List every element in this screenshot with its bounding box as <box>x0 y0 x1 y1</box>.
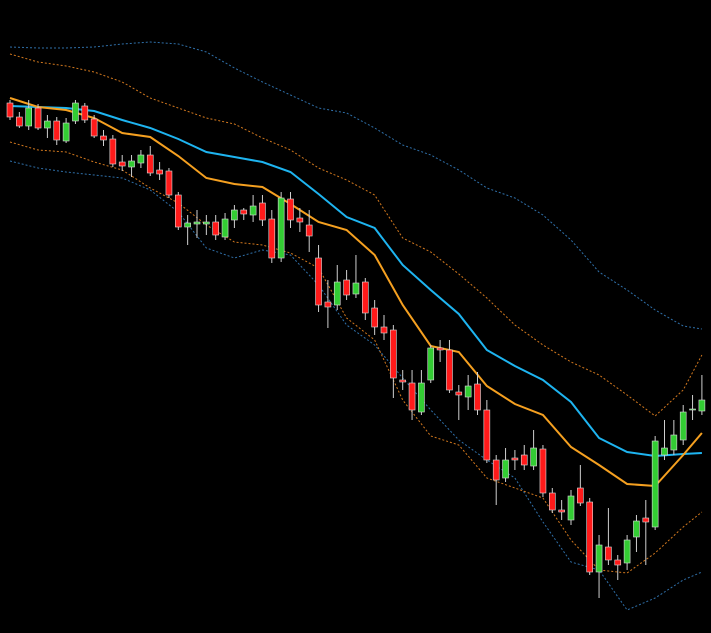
candle-body <box>343 279 350 296</box>
candle-body <box>464 385 472 398</box>
candle-body <box>315 257 322 306</box>
candle-body <box>511 457 519 461</box>
candle-body <box>577 487 584 504</box>
candle-body <box>118 161 126 167</box>
candle-body <box>146 154 154 174</box>
candle-body <box>558 509 565 513</box>
candle-body <box>642 517 650 523</box>
candle-body <box>296 217 304 223</box>
candle-body <box>259 202 266 221</box>
candle-body <box>62 122 70 142</box>
candle-body <box>436 347 444 351</box>
candle-body <box>6 102 14 118</box>
candle-body <box>333 281 341 306</box>
candle-body <box>661 447 668 456</box>
candle-body <box>361 281 369 314</box>
candle-body <box>474 383 481 411</box>
candle-body <box>165 170 173 196</box>
candle-body <box>324 301 332 308</box>
candle-body <box>81 105 89 121</box>
candle-body <box>548 492 556 511</box>
candle-body <box>100 135 107 141</box>
candle-body <box>567 495 575 521</box>
candle-body <box>53 120 61 141</box>
band-line <box>9 141 703 574</box>
candle-body <box>184 222 191 228</box>
candle-body <box>249 205 257 216</box>
candle-body <box>268 218 276 259</box>
candle-body <box>109 138 117 165</box>
candle-body <box>408 382 416 411</box>
candle-body <box>231 209 238 221</box>
band-line <box>9 53 703 417</box>
candle-body <box>287 198 294 221</box>
band-line <box>9 160 703 611</box>
candle-body <box>128 160 135 168</box>
candle-body <box>156 169 163 175</box>
candle-body <box>586 501 594 573</box>
candle-body <box>651 440 659 528</box>
candle-body <box>277 197 285 259</box>
candle-body <box>427 347 435 381</box>
candle-body <box>240 209 248 215</box>
average-line <box>9 105 702 458</box>
candle-body <box>539 448 547 494</box>
candle-body <box>137 154 145 164</box>
candle-body <box>44 120 51 129</box>
candle-body <box>698 399 706 412</box>
candle-body <box>633 520 640 538</box>
candle-body <box>352 282 360 295</box>
candle-body <box>530 447 537 467</box>
candle-body <box>203 221 210 225</box>
candle-body <box>605 546 612 561</box>
candle-body <box>595 544 603 573</box>
candle-body <box>492 459 500 481</box>
candle-body <box>16 116 23 127</box>
candle-body <box>614 559 622 566</box>
candle-body <box>670 434 678 451</box>
candle-body <box>90 118 98 137</box>
candle-body <box>25 107 33 127</box>
candle-body <box>221 218 229 238</box>
band-line <box>9 41 702 330</box>
candle-body <box>446 349 453 391</box>
candle-body <box>399 379 407 383</box>
candle-body <box>380 326 388 334</box>
candle-body <box>34 107 42 129</box>
candle-body <box>371 307 378 328</box>
candle-body <box>689 408 696 411</box>
candle-body <box>623 539 631 564</box>
candle-body <box>305 224 313 237</box>
candle-body <box>390 329 397 379</box>
candle-body <box>455 391 463 396</box>
candle-body <box>679 411 687 441</box>
candle-body <box>175 194 182 228</box>
candle-body <box>72 102 79 122</box>
candle-body <box>212 221 219 236</box>
candle-body <box>520 454 528 466</box>
average-line <box>9 97 703 488</box>
candle-body <box>418 382 425 413</box>
candle-body <box>483 409 491 461</box>
candle-body <box>193 221 201 225</box>
candle-body <box>502 459 509 479</box>
